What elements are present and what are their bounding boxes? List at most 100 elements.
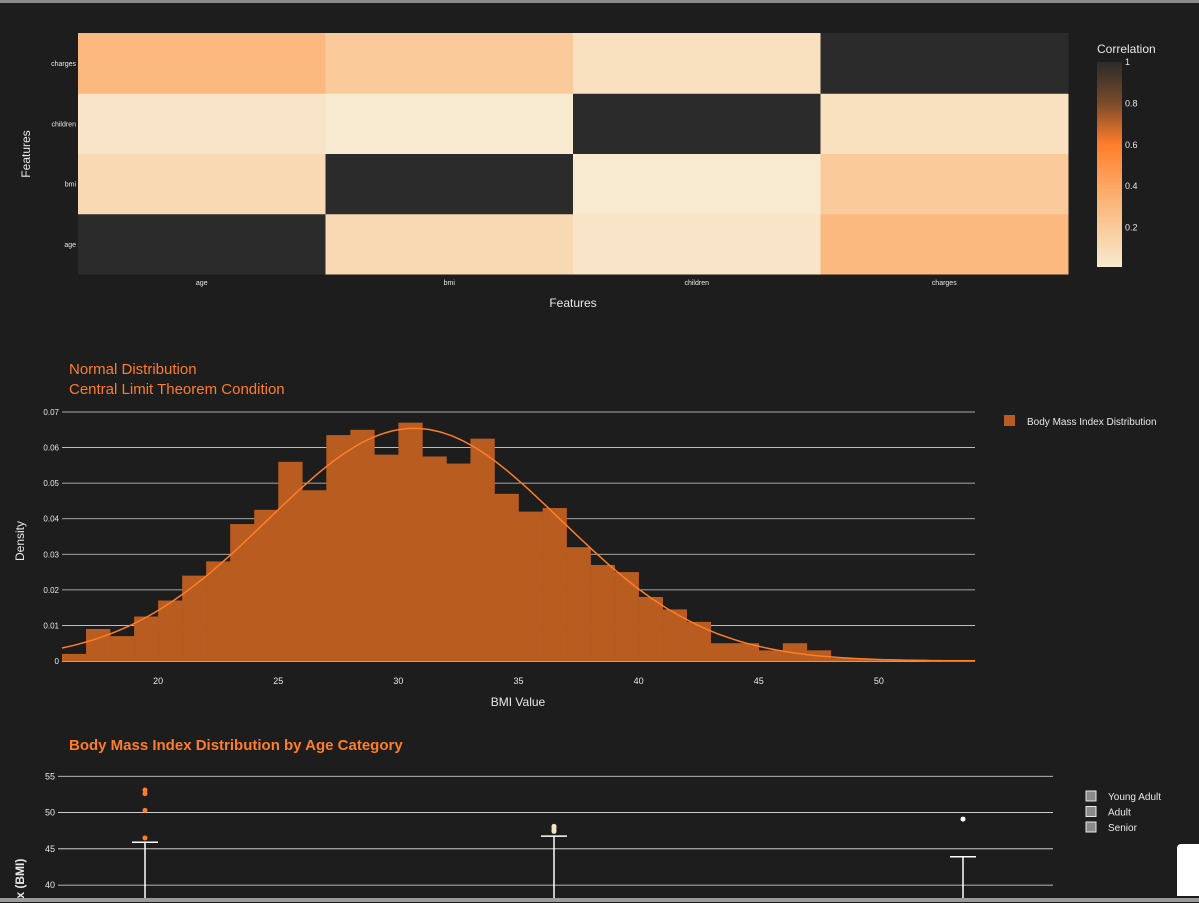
histogram-bar[interactable] [278,461,303,661]
boxplot-y-tick: 45 [45,844,55,854]
histogram-bar[interactable] [254,509,279,661]
boxplot-legend-swatch[interactable] [1085,821,1097,833]
window-bottom-border [0,898,1199,902]
histogram-bar[interactable] [398,422,423,661]
histogram-x-tick: 35 [513,676,523,686]
histogram-bar[interactable] [230,524,255,661]
heatmap-x-tick-children: children [684,280,709,287]
histogram-bar[interactable] [182,575,207,661]
colorbar-tick-0.4: 0.4 [1125,181,1138,191]
histogram-y-tick: 0.04 [43,515,59,524]
heatmap-x-axis-label: Features [549,296,596,310]
bmi-boxplot-panel: Body Mass Index Distribution by Age Cate… [0,730,1199,903]
boxplot-legend-swatch[interactable] [1085,806,1097,817]
bmi-histogram-panel: Normal Distribution Central Limit Theore… [0,330,1199,730]
histogram-bar[interactable] [446,463,471,661]
heatmap-cell-children-age[interactable] [78,93,326,154]
heatmap-cell-bmi-bmi[interactable] [325,153,574,215]
boxplot-outlier-point[interactable] [142,835,148,841]
heatmap-cell-charges-bmi[interactable] [325,33,574,94]
heatmap-cell-bmi-children[interactable] [573,153,821,215]
correlation-heatmap-panel: age bmi children charges age bmi children char… [0,0,1199,330]
histogram-x-tick: 50 [874,676,884,686]
histogram-bar[interactable] [566,547,591,661]
colorbar-tick-0.2: 0.2 [1125,223,1138,233]
boxplot-y-tick: 50 [45,808,55,818]
histogram-x-tick: 20 [153,676,163,686]
histogram-bar[interactable] [326,435,351,661]
histogram-bar[interactable] [782,643,808,661]
histogram-bar[interactable] [374,454,399,661]
histogram-bar[interactable] [854,659,880,661]
histogram-y-tick: 0.03 [43,550,59,559]
histogram-bar[interactable] [134,616,159,661]
histogram-bar[interactable] [110,636,135,661]
boxplot-legend-label[interactable]: Senior [1108,823,1138,834]
bmi-boxplot: Body Mass Index Distribution by Age Cate… [13,737,1161,903]
histogram-bar[interactable] [734,643,760,661]
histogram-bar[interactable] [638,596,663,661]
colorbar-tick-1: 1 [1125,57,1130,67]
histogram-legend-label[interactable]: Body Mass Index Distribution [1027,417,1157,428]
boxplot-outlier-point[interactable] [960,816,966,822]
heatmap-cell-children-charges[interactable] [820,93,1069,154]
histogram-y-tick: 0 [55,657,60,666]
histogram-bar[interactable] [686,621,712,661]
heatmap-cell-children-bmi[interactable] [325,93,574,154]
corner-widget[interactable] [1177,844,1199,896]
histogram-bar[interactable] [350,429,375,661]
histogram-bar[interactable] [302,490,327,661]
heatmap-cell-charges-age[interactable] [78,33,326,94]
heatmap-cell-bmi-charges[interactable] [820,153,1069,215]
heatmap-cell-children-children[interactable] [573,93,821,154]
heatmap-cell-age-bmi[interactable] [325,213,574,275]
colorbar-title: Correlation [1097,42,1156,56]
histogram-bar[interactable] [710,643,736,661]
histogram-bar[interactable] [590,564,615,661]
histogram-bar[interactable] [758,650,784,661]
boxplot-y-axis-label: ex (BMI) [13,859,27,898]
boxplot-outlier-point[interactable] [551,823,557,829]
histogram-bar[interactable] [830,658,856,661]
histogram-bar[interactable] [206,561,231,661]
histogram-y-tick: 0.02 [43,586,59,595]
histogram-bar[interactable] [422,456,447,661]
histogram-y-tick: 0.05 [43,479,59,488]
heatmap-cell-age-charges[interactable] [820,213,1069,275]
heatmap-y-tick-children: children [51,121,76,128]
bmi-histogram: Normal Distribution Central Limit Theore… [13,361,1157,709]
histogram-legend-swatch[interactable] [1004,415,1015,426]
histogram-bar[interactable] [518,511,543,661]
boxplot-outlier-point[interactable] [142,791,148,797]
histogram-y-tick: 0.06 [43,444,59,453]
histogram-bar[interactable] [614,572,639,661]
histogram-y-axis-label: Density [13,521,27,561]
histogram-bar[interactable] [542,508,567,661]
heatmap-cell-charges-children[interactable] [573,33,821,94]
colorbar-tick-0.6: 0.6 [1125,140,1138,150]
boxplot-legend-label[interactable]: Young Adult [1108,792,1161,803]
boxplot-outlier-point[interactable] [142,787,148,793]
heatmap-y-tick-age: age [64,242,76,249]
histogram-bar[interactable] [62,653,87,661]
heatmap-x-tick-bmi: bmi [444,280,456,287]
histogram-bar[interactable] [494,493,519,661]
histogram-x-axis-label: BMI Value [491,695,546,709]
boxplot-outlier-point[interactable] [142,807,148,813]
heatmap-y-tick-charges: charges [51,61,76,68]
histogram-bar[interactable] [86,628,111,661]
normal-density-curve [61,427,975,662]
window-top-border [0,0,1199,3]
heatmap-cell-bmi-age[interactable] [78,153,326,215]
boxplot-legend-label[interactable]: Adult [1108,808,1131,819]
heatmap-x-tick-age: age [196,280,208,287]
histogram-bar[interactable] [158,600,183,661]
heatmap-y-tick-bmi: bmi [65,182,77,189]
histogram-x-tick: 30 [393,676,403,686]
boxplot-y-tick: 55 [45,771,55,781]
histogram-bar[interactable] [470,438,495,661]
heatmap-cell-charges-charges[interactable] [820,33,1069,94]
heatmap-cell-age-children[interactable] [573,213,821,275]
heatmap-cell-age-age[interactable] [78,213,326,275]
boxplot-legend-swatch[interactable] [1085,790,1097,802]
